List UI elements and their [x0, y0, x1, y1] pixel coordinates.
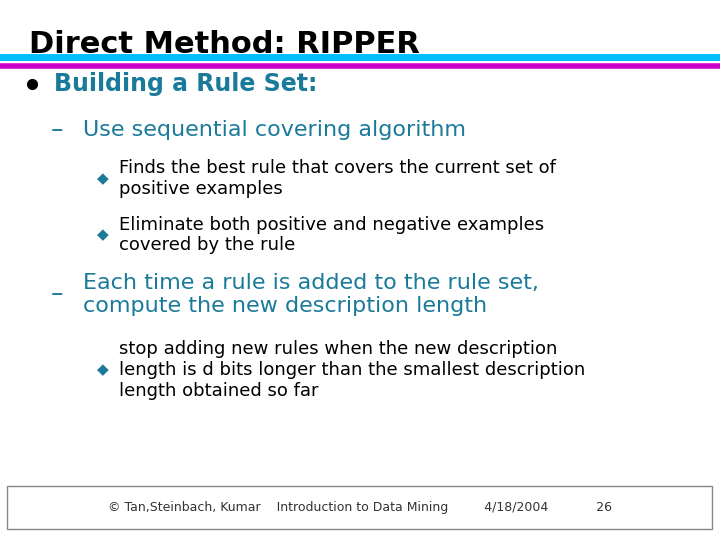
Text: Building a Rule Set:: Building a Rule Set:	[54, 72, 318, 96]
Text: ◆: ◆	[97, 362, 109, 377]
Text: © Tan,Steinbach, Kumar    Introduction to Data Mining         4/18/2004         : © Tan,Steinbach, Kumar Introduction to D…	[108, 501, 612, 514]
Text: –: –	[50, 282, 63, 306]
FancyBboxPatch shape	[7, 486, 713, 529]
Text: Use sequential covering algorithm: Use sequential covering algorithm	[83, 119, 466, 140]
Text: –: –	[50, 118, 63, 141]
Text: stop adding new rules when the new description
length is d bits longer than the : stop adding new rules when the new descr…	[119, 340, 585, 400]
Text: Eliminate both positive and negative examples
covered by the rule: Eliminate both positive and negative exa…	[119, 215, 544, 254]
Text: Finds the best rule that covers the current set of
positive examples: Finds the best rule that covers the curr…	[119, 159, 556, 198]
Text: Direct Method: RIPPER: Direct Method: RIPPER	[29, 30, 420, 59]
Text: ◆: ◆	[97, 171, 109, 186]
Text: Each time a rule is added to the rule set,
compute the new description length: Each time a rule is added to the rule se…	[83, 273, 539, 316]
Text: ◆: ◆	[97, 227, 109, 242]
